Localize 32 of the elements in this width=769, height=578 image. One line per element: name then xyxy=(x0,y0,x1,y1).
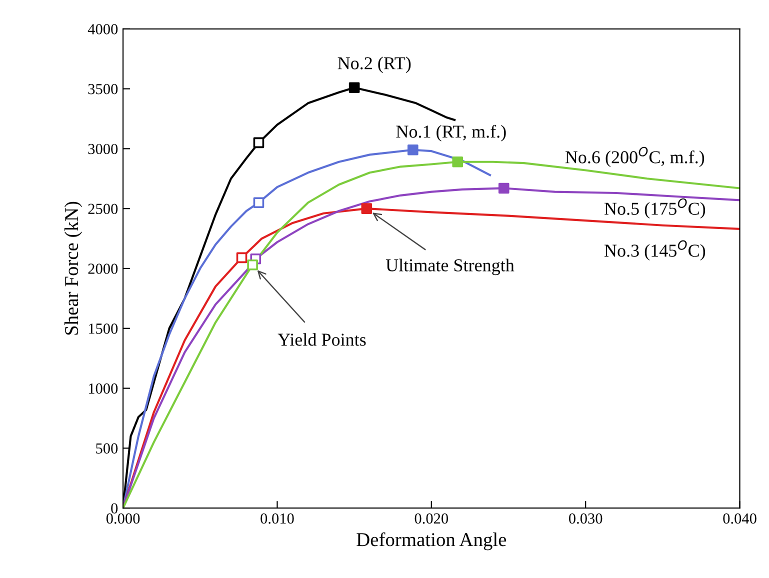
y-axis-title: Shear Force (kN) xyxy=(64,202,82,335)
x-tick-label: 0.000 xyxy=(106,513,140,524)
x-axis-title: Deformation Angle xyxy=(356,532,506,550)
x-tick-label: 0.040 xyxy=(723,513,756,524)
point xyxy=(361,203,372,214)
y-tick-label: 2000 xyxy=(88,264,118,274)
y-tick-label: 3500 xyxy=(88,84,118,94)
point xyxy=(253,197,264,208)
point xyxy=(408,144,418,156)
series-label: No.3 (145$^{O}$C) xyxy=(604,240,706,260)
series-label: No.5 (175$^{O}$C) xyxy=(604,198,706,219)
series-label: No.1 (RT, m.f.) xyxy=(396,124,506,142)
point xyxy=(253,137,264,148)
y-tick-label: 3000 xyxy=(88,144,118,154)
x-tick-label: 0.010 xyxy=(260,513,294,524)
series-label: No.2 (RT) xyxy=(338,56,411,74)
y-tick-label: 1500 xyxy=(88,324,118,334)
x-tick-label: 0.020 xyxy=(414,513,448,524)
point xyxy=(236,252,248,264)
text: Ultimate Strength xyxy=(386,258,514,276)
point xyxy=(452,156,464,168)
text: Yield Points xyxy=(278,333,366,346)
series-label: No.6 (200$^{O}$C, m.f.) xyxy=(565,146,704,168)
y-tick-label: 500 xyxy=(96,443,118,454)
x-tick-label: 0.030 xyxy=(568,513,602,524)
point xyxy=(348,82,360,94)
point xyxy=(247,259,258,270)
y-tick-label: 1000 xyxy=(88,383,118,394)
y-tick-label: 0 xyxy=(111,503,118,514)
y-tick-label: 2500 xyxy=(88,204,118,214)
point xyxy=(498,182,510,194)
y-tick-label: 4000 xyxy=(88,24,118,34)
